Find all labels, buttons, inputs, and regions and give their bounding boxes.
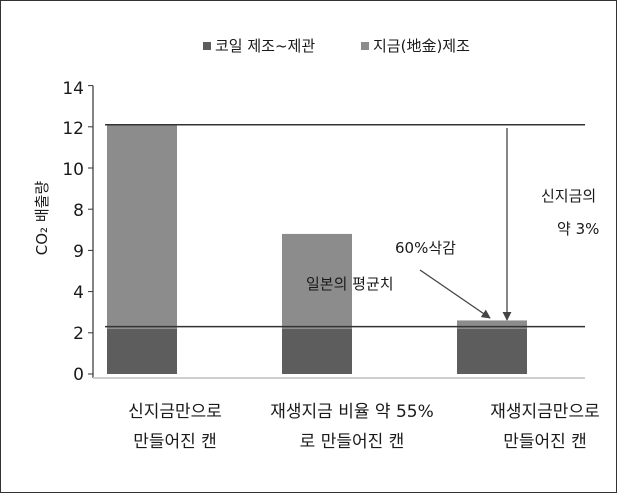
y-axis-title: CO₂ 배출량 [33, 181, 51, 256]
y-tick-label: 8 [73, 201, 84, 221]
bar-1-segment-1 [107, 328, 177, 374]
annotation-japan-average: 일본의 평균치 [306, 275, 394, 293]
y-tick-label: 14 [62, 79, 84, 99]
category-label-2-line-2: 로 만들어진 캔 [300, 432, 405, 452]
y-ticks-group: 14 12 10 8 9 4 2 0 [62, 79, 93, 385]
bar-1-segment-2 [107, 124, 177, 329]
legend-label-metal: 지금(地金)제조 [373, 37, 470, 55]
bar-2-segment-1 [282, 328, 352, 374]
legend: 코일 제조~제관 지금(地金)제조 [203, 37, 470, 55]
y-tick-label: 12 [62, 119, 84, 139]
legend-label-coil: 코일 제조~제관 [215, 37, 315, 55]
annotation-reduction: 60%삭감 [395, 239, 456, 257]
y-tick-label: 10 [62, 160, 84, 180]
category-label-2-line-1: 재생지금 비율 약 55% [270, 402, 433, 422]
annotation-share-line2: 약 3% [557, 220, 599, 238]
category-label-1-line-2: 만들어진 캔 [133, 432, 217, 452]
reference-lines-group [105, 123, 585, 328]
category-label-3-line-1: 재생지금만으로 [490, 402, 599, 422]
category-label-3-line-2: 만들어진 캔 [503, 432, 587, 452]
y-tick-label: 9 [73, 242, 84, 262]
bars-group [107, 124, 527, 374]
legend-swatch-metal [361, 42, 369, 50]
y-tick-label: 2 [73, 324, 84, 344]
bar-3-segment-1 [457, 328, 527, 374]
legend-swatch-coil [203, 42, 211, 50]
bar-3-segment-2 [457, 320, 527, 329]
axes-group [92, 85, 585, 379]
bar-2-segment-2 [282, 233, 352, 329]
annotation-share-line1: 신지금의 [541, 187, 596, 205]
y-tick-label: 0 [73, 365, 84, 385]
reduction-arrow [419, 269, 491, 319]
category-label-1-line-1: 신지금만으로 [128, 402, 222, 422]
y-tick-label: 4 [73, 283, 84, 303]
